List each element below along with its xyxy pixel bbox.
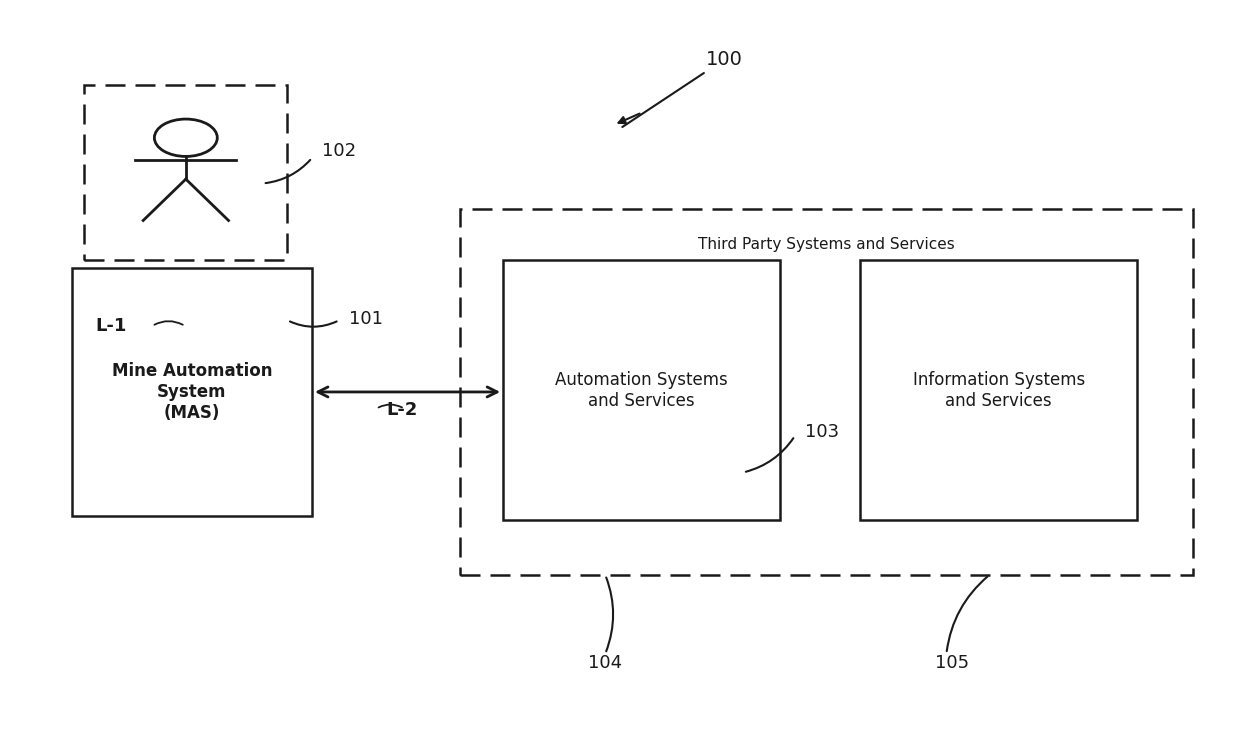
Text: Mine Automation
System
(MAS): Mine Automation System (MAS) bbox=[112, 362, 273, 422]
Text: L-2: L-2 bbox=[386, 401, 418, 420]
Text: 105: 105 bbox=[935, 653, 970, 672]
Text: 102: 102 bbox=[322, 141, 356, 160]
Bar bbox=[460, 209, 1193, 575]
Text: 103: 103 bbox=[805, 423, 839, 441]
Text: L-1: L-1 bbox=[95, 317, 126, 335]
Text: 100: 100 bbox=[707, 50, 743, 69]
Bar bbox=[503, 260, 780, 520]
Text: Automation Systems
and Services: Automation Systems and Services bbox=[556, 371, 728, 409]
Text: 101: 101 bbox=[348, 310, 383, 328]
Bar bbox=[861, 260, 1137, 520]
Text: 104: 104 bbox=[588, 653, 622, 672]
Text: Information Systems
and Services: Information Systems and Services bbox=[913, 371, 1085, 409]
Text: Third Party Systems and Services: Third Party Systems and Services bbox=[698, 237, 955, 252]
Bar bbox=[84, 84, 288, 260]
Bar bbox=[72, 268, 312, 517]
